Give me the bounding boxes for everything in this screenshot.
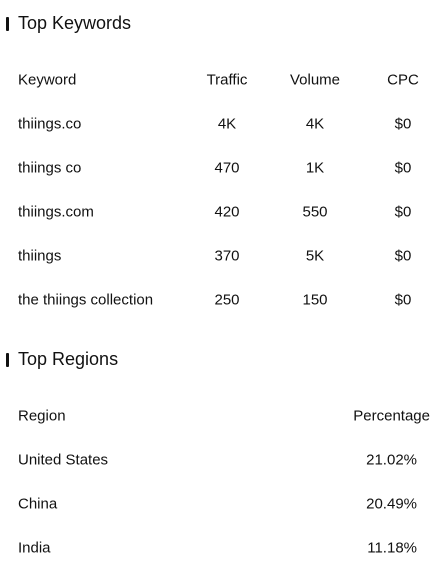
- header-region: Region: [18, 407, 66, 425]
- table-row: India 11.18%: [0, 526, 447, 570]
- keyword-cell: thiings.com: [18, 203, 94, 221]
- cpc-cell: $0: [394, 115, 412, 133]
- volume-cell: 1K: [305, 159, 325, 177]
- keyword-cell: thiings: [18, 247, 62, 265]
- percentage-cell: 20.49%: [366, 495, 417, 513]
- keyword-cell: thiings.co: [18, 115, 82, 133]
- keywords-section-title: Top Keywords: [6, 13, 131, 34]
- table-row: thiings 370 5K $0: [0, 234, 447, 278]
- cpc-cell: $0: [394, 159, 412, 177]
- header-percentage: Percentage: [353, 407, 430, 425]
- region-cell: India: [18, 539, 51, 557]
- volume-cell: 150: [302, 291, 328, 309]
- header-keyword: Keyword: [18, 71, 77, 89]
- header-traffic: Traffic: [206, 71, 248, 89]
- table-row: China 20.49%: [0, 482, 447, 526]
- keywords-table: Keyword Traffic Volume CPC thiings.co 4K…: [0, 58, 447, 322]
- table-row: United States 21.02%: [0, 438, 447, 482]
- traffic-cell: 420: [214, 203, 240, 221]
- traffic-cell: 470: [214, 159, 240, 177]
- regions-title-text: Top Regions: [18, 349, 119, 369]
- keywords-header-row: Keyword Traffic Volume CPC: [0, 58, 447, 102]
- volume-cell: 550: [302, 203, 328, 221]
- regions-section-title: Top Regions: [6, 349, 118, 370]
- cpc-cell: $0: [394, 291, 412, 309]
- traffic-cell: 370: [214, 247, 240, 265]
- header-cpc: CPC: [387, 71, 419, 89]
- section-marker: [6, 16, 9, 31]
- cpc-cell: $0: [394, 203, 412, 221]
- table-row: thiings.co 4K 4K $0: [0, 102, 447, 146]
- keyword-cell: thiings co: [18, 159, 82, 177]
- regions-header-row: Region Percentage: [0, 394, 447, 438]
- table-row: thiings.com 420 550 $0: [0, 190, 447, 234]
- table-row: thiings co 470 1K $0: [0, 146, 447, 190]
- percentage-cell: 21.02%: [366, 451, 417, 469]
- volume-cell: 4K: [305, 115, 325, 133]
- traffic-cell: 4K: [217, 115, 237, 133]
- region-cell: United States: [18, 451, 109, 469]
- keywords-title-text: Top Keywords: [18, 13, 132, 33]
- section-marker: [6, 352, 9, 367]
- region-cell: China: [18, 495, 58, 513]
- header-volume: Volume: [289, 71, 341, 89]
- keyword-cell: the thiings collection: [18, 291, 154, 309]
- regions-table: Region Percentage United States 21.02% C…: [0, 394, 447, 570]
- table-row: the thiings collection 250 150 $0: [0, 278, 447, 322]
- volume-cell: 5K: [305, 247, 325, 265]
- cpc-cell: $0: [394, 247, 412, 265]
- percentage-cell: 11.18%: [367, 539, 417, 557]
- traffic-cell: 250: [214, 291, 240, 309]
